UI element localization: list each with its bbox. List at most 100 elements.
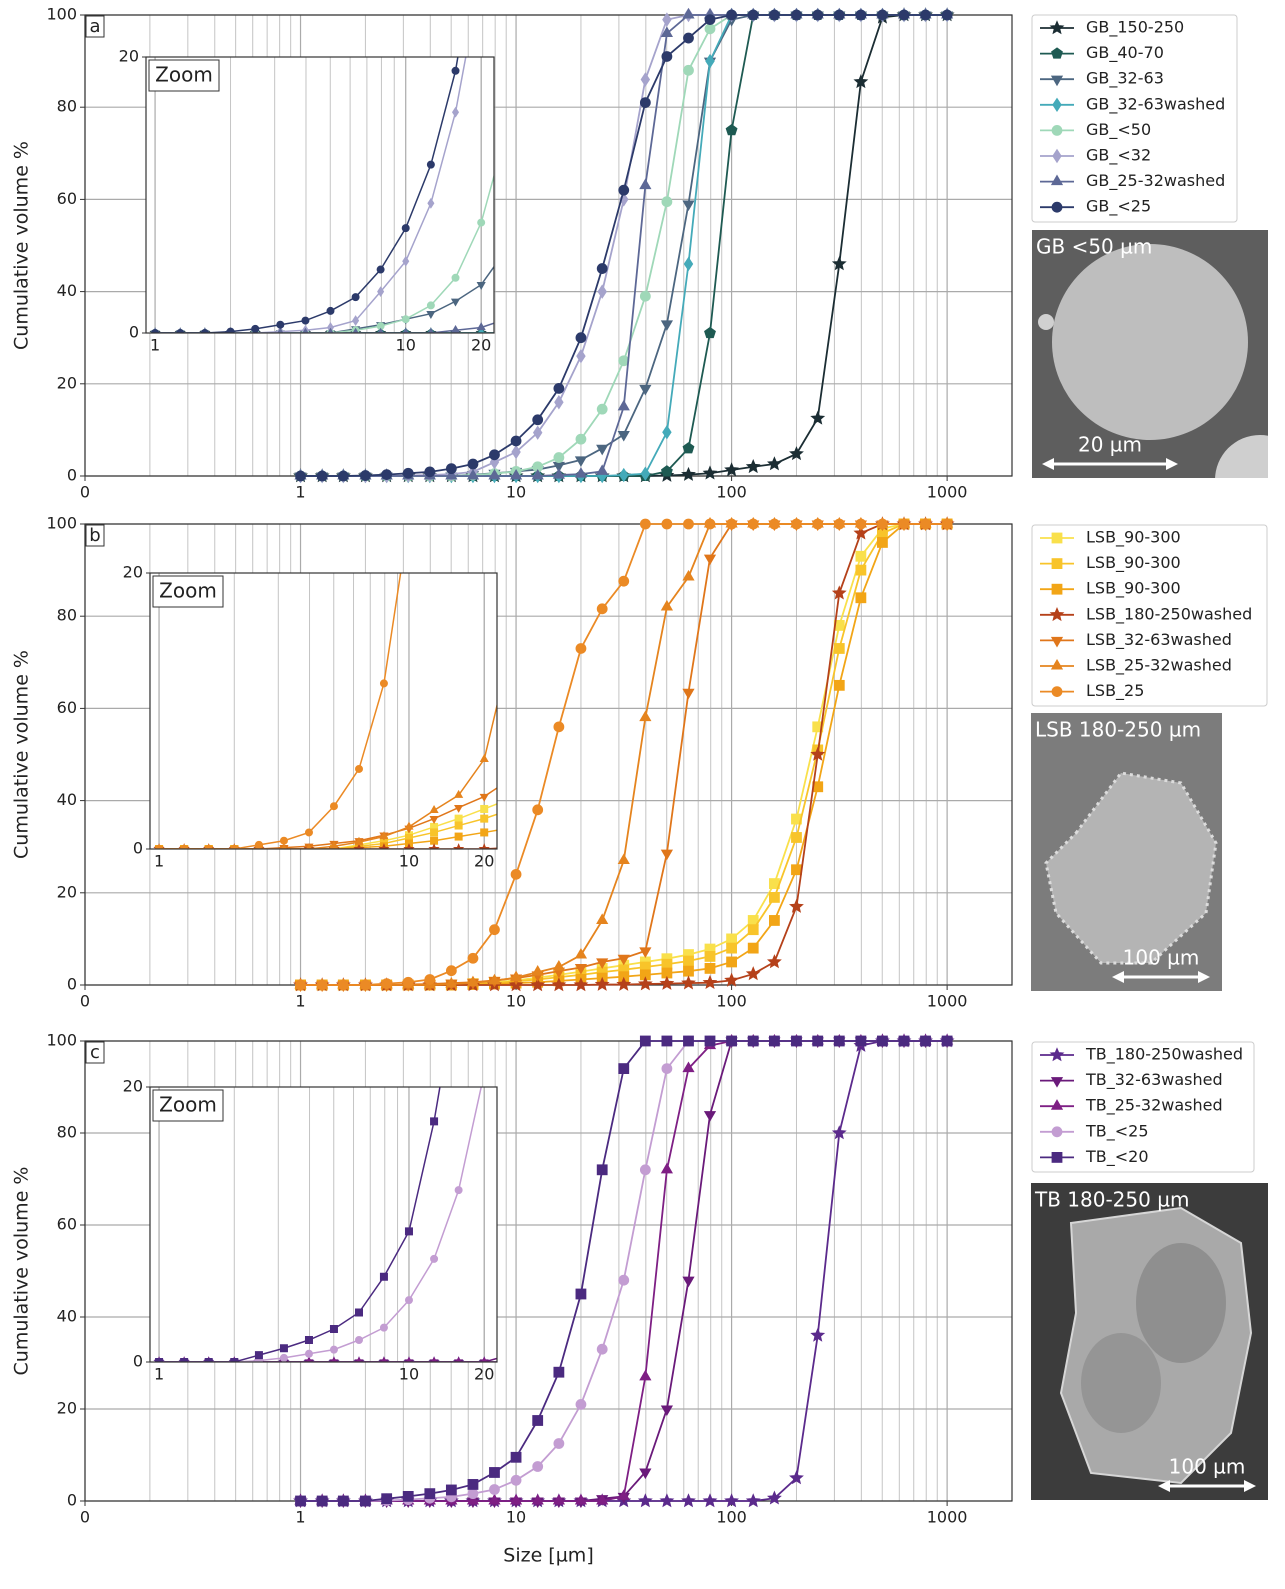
data-point xyxy=(574,1493,588,1505)
inset-data-point xyxy=(804,0,813,5)
data-point xyxy=(337,1495,349,1507)
data-point xyxy=(467,1488,479,1500)
inset-data-point xyxy=(431,1356,438,1362)
inset-data-point xyxy=(401,224,410,233)
data-point xyxy=(704,326,716,339)
inset-data-point xyxy=(180,1358,189,1362)
inset-data-point xyxy=(230,845,239,849)
inset-x-tick-label: 1 xyxy=(150,336,160,355)
legend-label: LSB_25 xyxy=(1086,681,1144,701)
data-point xyxy=(596,1493,609,1505)
inset-data-point xyxy=(180,845,189,849)
data-point xyxy=(726,933,737,945)
data-point xyxy=(920,9,931,21)
legend-marker xyxy=(1051,583,1063,595)
inset-data-point xyxy=(280,843,287,849)
data-point xyxy=(682,569,695,581)
data-point xyxy=(726,518,737,530)
panel-label-box xyxy=(85,1041,105,1064)
data-point xyxy=(445,468,458,480)
data-point xyxy=(681,975,696,990)
data-point xyxy=(509,468,523,480)
data-point xyxy=(682,200,695,212)
inset-x-tick-label: 20 xyxy=(471,336,491,355)
inset-data-point xyxy=(454,804,464,813)
x-tick-label: 0 xyxy=(80,1508,90,1527)
y-tick-label: 20 xyxy=(57,882,77,901)
legend-label: GB_32-63 xyxy=(1086,69,1164,89)
inset-data-point xyxy=(480,804,489,813)
inset-x-tick-label: 1 xyxy=(154,1365,164,1384)
inset-data-point xyxy=(352,315,360,326)
inset-title: Zoom xyxy=(155,63,213,87)
legend-label: GB_150-250 xyxy=(1086,18,1184,38)
legend-marker xyxy=(1050,1099,1064,1110)
data-point xyxy=(704,14,716,26)
series-group xyxy=(293,516,955,993)
data-point xyxy=(877,1035,888,1047)
data-point xyxy=(810,410,826,425)
data-point xyxy=(726,1035,737,1047)
y-tick-label: 100 xyxy=(46,514,77,533)
data-point xyxy=(617,430,630,442)
data-point xyxy=(574,963,588,975)
inset-series-group xyxy=(153,0,813,1362)
x-tick-label: 1000 xyxy=(927,992,968,1011)
inset-y-tick-label: 0 xyxy=(133,839,143,858)
legend-marker xyxy=(1051,1152,1063,1163)
data-point xyxy=(489,449,500,461)
data-point xyxy=(618,184,630,196)
data-point xyxy=(639,1369,652,1381)
data-point xyxy=(855,564,867,576)
inset-data-point xyxy=(403,843,415,849)
x-tick-label: 0 xyxy=(80,483,90,502)
data-point xyxy=(855,592,867,604)
data-point xyxy=(810,746,826,761)
inset-data-point xyxy=(477,218,486,227)
inset-data-point xyxy=(353,843,365,849)
x-tick-label: 1 xyxy=(295,992,305,1011)
x-tick-label: 1 xyxy=(295,483,305,502)
y-tick-label: 60 xyxy=(57,698,77,717)
inset-data-point xyxy=(379,1272,388,1281)
data-point xyxy=(766,456,782,471)
data-point xyxy=(726,942,737,954)
data-point xyxy=(704,951,716,962)
y-tick-label: 100 xyxy=(46,1031,77,1050)
data-point xyxy=(552,959,565,971)
data-point xyxy=(509,1493,523,1505)
data-point xyxy=(877,9,888,21)
data-point xyxy=(337,470,349,482)
inset-data-point xyxy=(451,273,460,282)
data-point xyxy=(617,1489,630,1500)
legend-label: TB_<25 xyxy=(1085,1121,1149,1141)
data-point xyxy=(553,1438,565,1449)
inset-data-point xyxy=(477,327,485,333)
inset-data-point xyxy=(378,843,390,849)
x-tick-label: 10 xyxy=(506,483,526,502)
particle xyxy=(1038,314,1054,330)
inset-data-point xyxy=(455,1356,462,1362)
zoom-box xyxy=(152,575,224,608)
legend-marker xyxy=(1051,686,1063,697)
data-point xyxy=(639,384,652,396)
inset-series-group xyxy=(149,57,494,333)
scale-arrow xyxy=(1166,458,1178,470)
data-point xyxy=(833,9,845,21)
inset-data-point xyxy=(454,789,464,798)
data-point xyxy=(898,9,910,21)
y-tick-label: 40 xyxy=(57,1307,77,1326)
data-point xyxy=(640,72,651,87)
y-axis-label: Cumulative volume % xyxy=(11,141,33,350)
data-point xyxy=(532,804,544,816)
data-point xyxy=(831,585,847,600)
legend-marker xyxy=(1050,1077,1064,1088)
inset-data-point xyxy=(451,66,460,75)
legend-label: GB_25-32washed xyxy=(1086,171,1225,191)
inset-frame xyxy=(149,1086,498,1363)
data-point xyxy=(703,554,717,566)
data-point xyxy=(637,976,653,991)
inset-frame xyxy=(149,572,498,850)
data-point xyxy=(789,1470,804,1485)
data-point xyxy=(769,9,780,21)
